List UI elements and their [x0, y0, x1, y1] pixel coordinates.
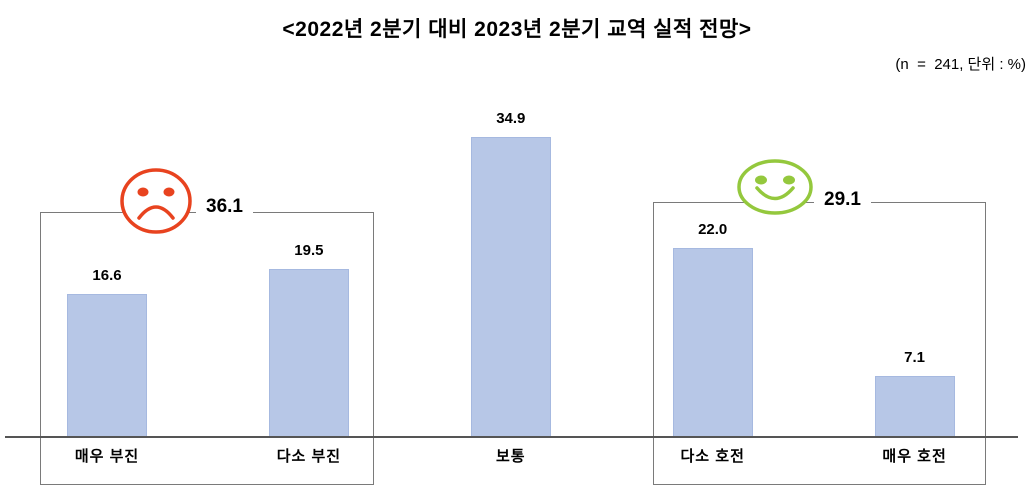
smiley-face-icon	[736, 158, 814, 216]
bar-3	[672, 247, 753, 437]
chart-title: <2022년 2분기 대비 2023년 2분기 교역 실적 전망>	[282, 18, 752, 41]
negative-group-total: 36.1	[196, 196, 253, 218]
category-label: 다소 호전	[680, 448, 745, 465]
bar-1	[268, 269, 349, 437]
bar-0	[67, 294, 147, 437]
category-label: 매우 호전	[882, 448, 947, 465]
bar-value-label: 22.0	[698, 220, 728, 238]
sad-face-icon	[117, 166, 195, 236]
sample-size-note: (n = 241, 단위 : %)	[895, 56, 1026, 73]
x-axis-line	[5, 436, 1018, 438]
bar-value-label: 19.5	[294, 242, 324, 260]
bar-value-label: 7.1	[904, 349, 926, 366]
bar-value-label: 34.9	[496, 110, 526, 127]
bar-value-label: 16.6	[92, 267, 122, 285]
bar-2	[470, 137, 551, 437]
category-label: 보통	[495, 448, 526, 465]
positive-group-total: 29.1	[814, 189, 871, 211]
category-label: 매우 부진	[74, 448, 140, 465]
bar-4	[874, 376, 955, 437]
category-label: 다소 부진	[276, 448, 342, 465]
